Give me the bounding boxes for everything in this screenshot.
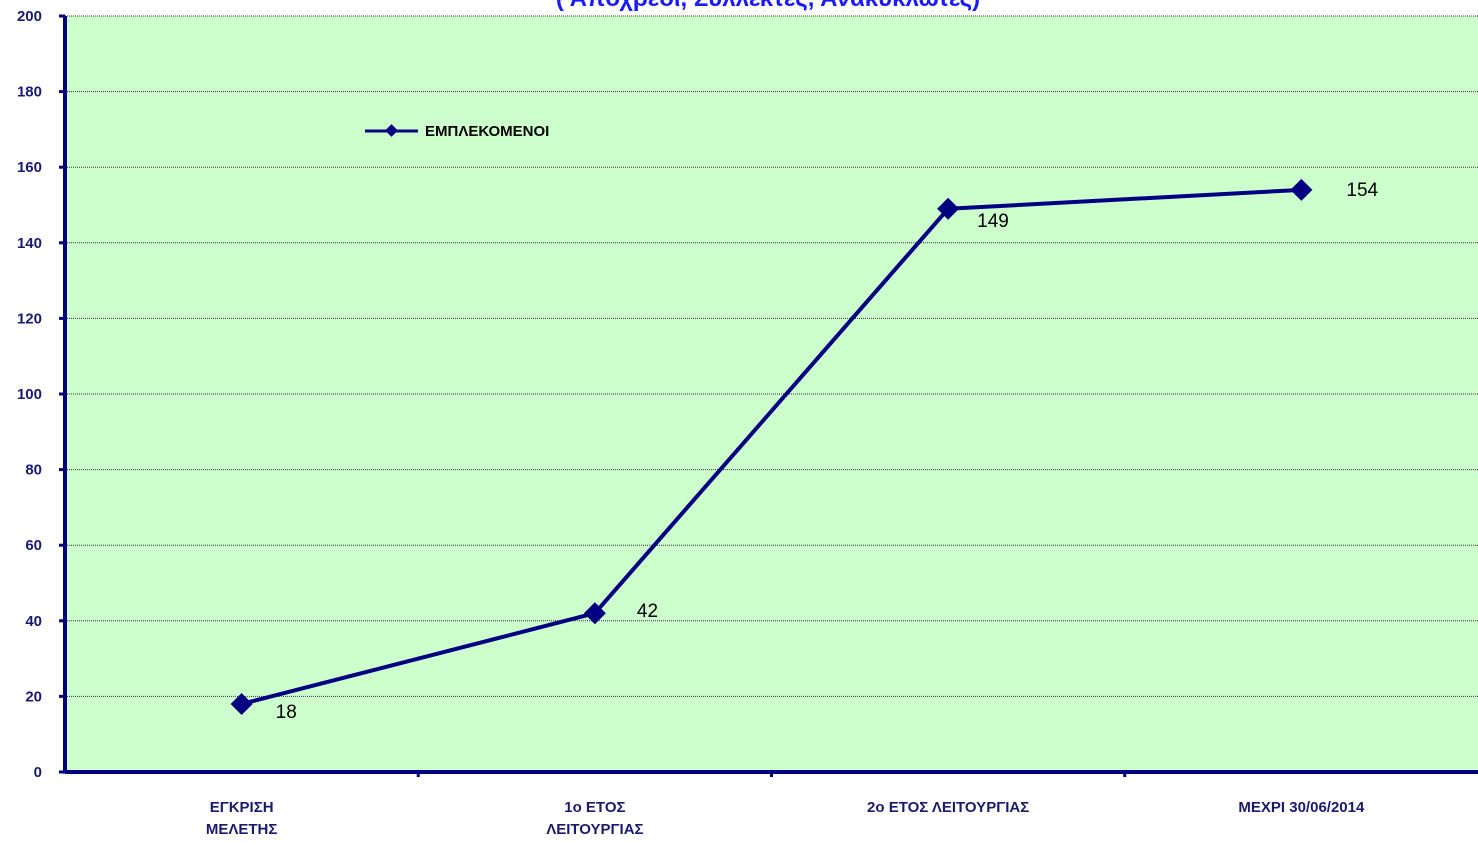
data-label: 149 <box>977 211 1009 232</box>
y-tick-label: 80 <box>25 462 42 479</box>
series-group <box>230 178 1313 715</box>
legend: ΕΜΠΛΕΚΟΜΕΝΟΙ <box>365 123 549 140</box>
y-tick-label: 200 <box>17 8 42 25</box>
data-point-marker <box>937 197 960 220</box>
x-tick-label: ΜΕΧΡΙ 30/06/2014 <box>1238 799 1365 816</box>
data-label: 18 <box>276 702 297 723</box>
chart-title: ( Απόχρεοι, Συλλέκτες, Ανακυκλωτές) <box>556 0 980 12</box>
y-tick-label: 60 <box>25 537 42 554</box>
y-tick-label: 0 <box>34 764 42 781</box>
y-axis-ticks: 0 20 40 60 80 100 120 140 160 180 200 <box>17 8 65 781</box>
x-tick-label: 1ο ΕΤΟΣ ΛΕΙΤΟΥΡΓΙΑΣ <box>546 799 643 838</box>
data-point-marker <box>230 692 253 715</box>
y-tick-label: 100 <box>17 386 42 403</box>
gridlines <box>65 15 1478 697</box>
y-tick-label: 160 <box>17 159 42 176</box>
data-point-marker <box>1290 178 1313 201</box>
y-tick-label: 20 <box>25 688 42 705</box>
data-label: 154 <box>1346 180 1378 201</box>
series-line <box>241 187 1302 706</box>
y-tick-label: 40 <box>25 613 42 630</box>
y-tick-label: 140 <box>17 235 42 252</box>
x-tick-label: 2ο ΕΤΟΣ ΛΕΙΤΟΥΡΓΙΑΣ <box>867 799 1029 816</box>
y-tick-label: 120 <box>17 310 42 327</box>
y-tick-label: 180 <box>17 84 42 101</box>
x-axis-ticks: ΕΓΚΡΙΣΗ ΜΕΛΕΤΗΣ 1ο ΕΤΟΣ ΛΕΙΤΟΥΡΓΙΑΣ 2ο ΕΤΟΣ … <box>206 772 1365 838</box>
x-tick-label: ΕΓΚΡΙΣΗ ΜΕΛΕΤΗΣ <box>206 799 278 838</box>
legend-marker-swatch <box>385 124 398 137</box>
data-label: 42 <box>637 601 658 622</box>
data-labels: 18 42 149 154 <box>276 180 1379 723</box>
legend-label: ΕΜΠΛΕΚΟΜΕΝΟΙ <box>425 123 549 140</box>
data-point-marker <box>583 602 606 625</box>
